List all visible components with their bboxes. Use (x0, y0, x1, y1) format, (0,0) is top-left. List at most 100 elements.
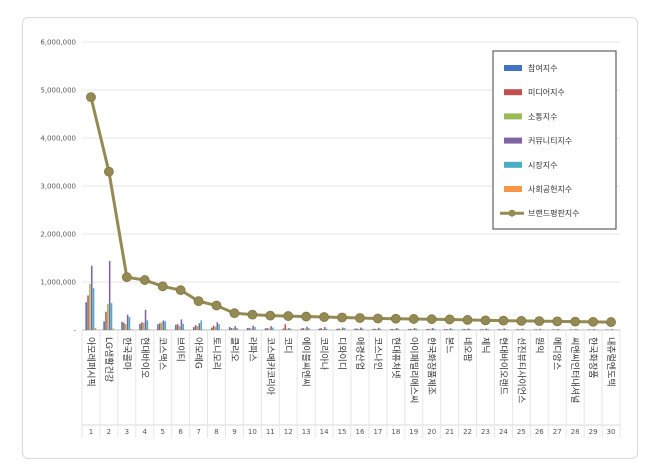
bar-미디어지수 (589, 329, 591, 330)
bar-미디어지수 (445, 329, 448, 330)
bar-시장지수 (254, 327, 256, 330)
bar-소통지수 (358, 328, 360, 330)
bar-미디어지수 (105, 311, 107, 330)
bar-참여지수 (497, 329, 500, 330)
line-point (606, 317, 616, 327)
bar-소통지수 (89, 283, 91, 330)
category-label: 코스맥스 (157, 337, 168, 370)
category-label: 한국화장품 (587, 337, 598, 378)
bar-커뮤니티지수 (288, 328, 290, 330)
category-number: 29 (589, 428, 598, 436)
category-label: 클리오 (228, 337, 239, 362)
bar-소통지수 (483, 329, 486, 330)
line-point (516, 315, 527, 326)
bar-시장지수 (236, 328, 238, 330)
bar-미디어지수 (338, 328, 340, 330)
bar-미디어지수 (392, 329, 394, 330)
category-number: 4 (143, 428, 148, 436)
bar-참여지수 (533, 329, 536, 330)
bar-시장지수 (541, 329, 543, 330)
bar-소통지수 (250, 328, 253, 330)
category-number: 22 (463, 428, 472, 436)
bar-미디어지수 (517, 329, 520, 330)
bar-미디어지수 (535, 329, 538, 330)
bar-미디어지수 (230, 328, 233, 330)
line-point (408, 314, 419, 324)
category-label: 코디 (282, 337, 293, 354)
bar-참여지수 (264, 328, 267, 330)
bar-커뮤니티지수 (449, 328, 452, 330)
line-point (319, 312, 330, 322)
category-label: 씨앤씨인터내셔널 (569, 337, 580, 403)
legend-point-marker (508, 209, 516, 217)
category-label: 코스메카코리아 (264, 337, 275, 396)
category-number: 5 (160, 428, 164, 436)
category-number: 24 (499, 428, 508, 436)
bar-미디어지수 (499, 329, 502, 330)
bar-참여지수 (121, 321, 123, 330)
category-label: 한국화장품제조 (426, 337, 437, 395)
category-label: 내츄럴엔도텍 (605, 337, 616, 387)
bar-참여지수 (390, 329, 392, 330)
line-point (498, 315, 509, 326)
category-number: 19 (409, 428, 418, 436)
category-label: 에이블씨엔씨 (300, 337, 311, 387)
line-point (247, 309, 258, 320)
bar-소통지수 (411, 329, 414, 330)
bar-시장지수 (523, 329, 525, 330)
bar-미디어지수 (87, 295, 89, 330)
category-number: 1 (89, 428, 93, 436)
line-point (301, 311, 312, 322)
y-tick-label: - (73, 327, 76, 335)
bar-시장지수 (397, 328, 400, 330)
line-layer (86, 92, 616, 327)
category-label: 현대바이오랜드 (497, 337, 508, 395)
category-label: 코스나인 (372, 337, 383, 370)
bar-사회공헌지수 (202, 329, 204, 330)
bar-시장지수 (308, 328, 310, 330)
bar-미디어지수 (356, 328, 358, 330)
legend-label: 참여지수 (528, 63, 557, 73)
bar-사회공헌지수 (148, 329, 151, 330)
category-label: 아모레퍼시픽 (85, 337, 96, 387)
bar-커뮤니티지수 (216, 322, 219, 330)
bar-참여지수 (157, 324, 159, 330)
category-number: 21 (445, 428, 454, 436)
bar-커뮤니티지수 (539, 328, 541, 330)
bar-시장지수 (182, 323, 185, 330)
bar-미디어지수 (374, 328, 376, 330)
bar-소통지수 (322, 328, 324, 330)
bar-커뮤니티지수 (575, 329, 577, 330)
bar-미디어지수 (410, 328, 412, 330)
bar-참여지수 (318, 328, 321, 330)
bar-layer (85, 260, 617, 330)
line-point (462, 315, 473, 325)
bar-참여지수 (103, 321, 105, 330)
line-point (86, 92, 96, 103)
category-label: 토니모리 (211, 337, 222, 370)
line-point (121, 272, 132, 283)
category-label: 현대퓨처넷 (390, 337, 402, 378)
bar-사회공헌지수 (130, 329, 133, 330)
bar-사회공헌지수 (94, 328, 97, 330)
legend-swatch (504, 89, 522, 96)
bar-시장지수 (200, 320, 202, 330)
line-point (139, 275, 150, 285)
bar-소통지수 (376, 329, 378, 330)
bar-시장지수 (128, 317, 131, 330)
bar-커뮤니티지수 (485, 328, 488, 330)
bar-시장지수 (290, 328, 292, 330)
bar-미디어지수 (212, 325, 215, 330)
bar-참여지수 (426, 329, 428, 330)
category-number: 15 (338, 428, 347, 436)
bar-미디어지수 (284, 324, 287, 330)
line-point (426, 314, 437, 325)
bar-커뮤니티지수 (126, 314, 129, 330)
bar-커뮤니티지수 (198, 323, 201, 330)
x-axis-labels: 아모레퍼시픽 1 LG생활건강 2 한국콜마 3 현대바이오 4 코스맥스 5 브이티 6 아모레G 7 토… (81, 330, 621, 438)
bar-시장지수 (110, 303, 113, 330)
bar-커뮤니티지수 (377, 327, 380, 330)
bar-미디어지수 (266, 328, 269, 330)
bar-시장지수 (361, 328, 364, 330)
